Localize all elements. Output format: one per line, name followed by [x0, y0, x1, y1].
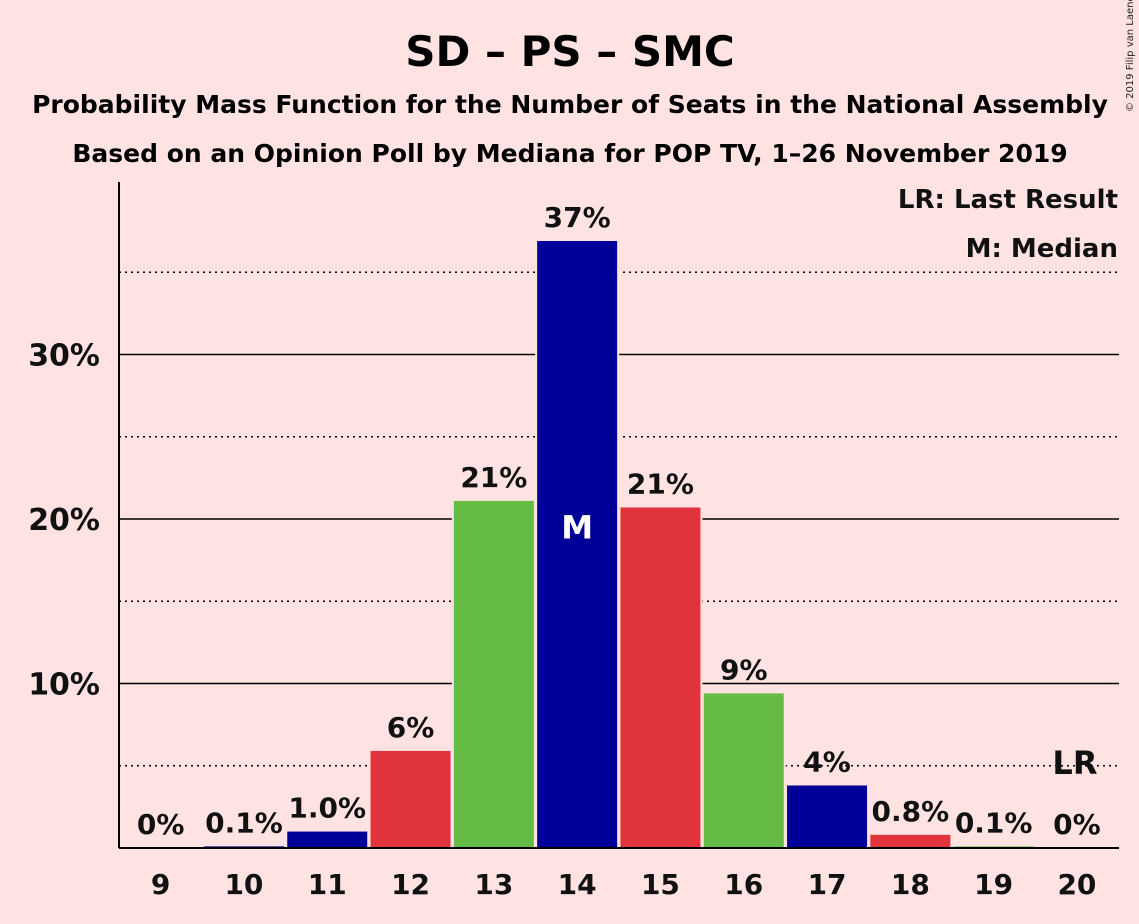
- bar-labels: 0% 0.1% 1.0%6%21%37%21%9%4%0.8% 0.1% 0%: [137, 201, 1101, 841]
- median-marker: M: [561, 508, 593, 546]
- bar: [870, 834, 951, 848]
- bar-value-label: 21%: [460, 461, 527, 494]
- x-tick-label: 15: [641, 868, 680, 901]
- chart-title: SD – PS – SMC: [405, 27, 735, 76]
- x-tick-label: 20: [1057, 868, 1096, 901]
- x-tick-label: 13: [474, 868, 513, 901]
- bar-value-label: 9%: [720, 653, 768, 686]
- y-tick-labels: 10% 20% 30%: [28, 339, 100, 703]
- bar-gap: [201, 844, 286, 848]
- chart-subtitle-1: Probability Mass Function for the Number…: [32, 90, 1108, 119]
- bar-value-label: 37%: [544, 201, 611, 234]
- legend-median: M: Median: [966, 234, 1118, 264]
- y-tick-label: 30%: [28, 339, 100, 374]
- y-tick-label: 10%: [28, 668, 100, 703]
- bar-value-label: 1.0%: [288, 792, 366, 825]
- x-tick-label: 9: [151, 868, 170, 901]
- bar-value-label: 6%: [387, 711, 435, 744]
- x-tick-label: 17: [808, 868, 847, 901]
- copyright-text: © 2019 Filip van Laenen: [1125, 0, 1136, 112]
- bar-value-label: 21%: [627, 467, 694, 500]
- bar: [703, 693, 784, 848]
- bar: [787, 785, 868, 848]
- x-tick-label: 19: [974, 868, 1013, 901]
- bar: [287, 831, 368, 848]
- y-tick-label: 20%: [28, 503, 100, 538]
- markers: M LR: [561, 508, 1097, 782]
- bar-value-label: 0.1%: [205, 806, 283, 839]
- x-tick-labels: 9 10 11 12 13 14 15 16 17 18 19 20: [151, 868, 1097, 901]
- bar-value-label: 0%: [1053, 808, 1101, 841]
- bar: [453, 500, 534, 848]
- x-tick-label: 10: [224, 868, 263, 901]
- last-result-marker: LR: [1052, 744, 1097, 782]
- bar-value-label: 0.1%: [955, 806, 1033, 839]
- bars: [201, 238, 1036, 848]
- bar: [370, 750, 451, 848]
- bar-value-label: 0.8%: [872, 795, 950, 828]
- x-tick-label: 16: [724, 868, 763, 901]
- x-tick-label: 18: [891, 868, 930, 901]
- x-tick-label: 11: [308, 868, 347, 901]
- bar: [620, 507, 701, 848]
- bar: [537, 240, 618, 848]
- bar-value-label: 4%: [803, 745, 851, 778]
- chart-subtitle-2: Based on an Opinion Poll by Mediana for …: [72, 139, 1067, 168]
- legend-last-result: LR: Last Result: [898, 185, 1118, 215]
- x-tick-label: 14: [558, 868, 597, 901]
- x-tick-label: 12: [391, 868, 430, 901]
- bar-gap: [951, 844, 1036, 848]
- bar-value-label: 0%: [137, 808, 185, 841]
